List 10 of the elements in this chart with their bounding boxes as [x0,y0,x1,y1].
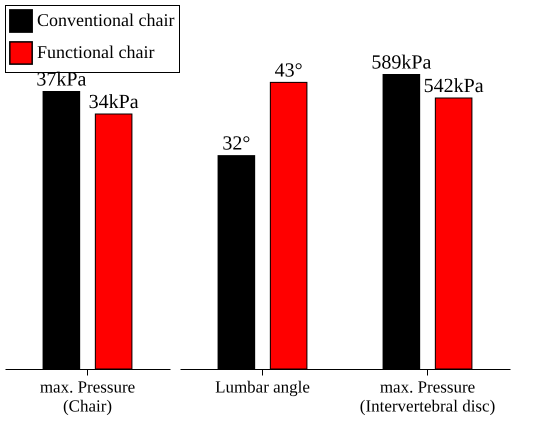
data-label: 542kPa [424,75,484,97]
data-label: 34kPa [88,91,139,113]
x-tick-label: max. Pressure (Chair) [40,378,136,416]
data-label: 43° [274,59,303,82]
legend-label: Functional chair [37,42,154,62]
data-label: 32° [222,132,250,155]
legend-label: Conventional chair [37,10,174,30]
x-tick-label: Lumbar angle [215,378,310,396]
data-label: 589kPa [371,52,432,74]
x-tick-label: max. Pressure (Intervertebral disc) [360,378,496,416]
